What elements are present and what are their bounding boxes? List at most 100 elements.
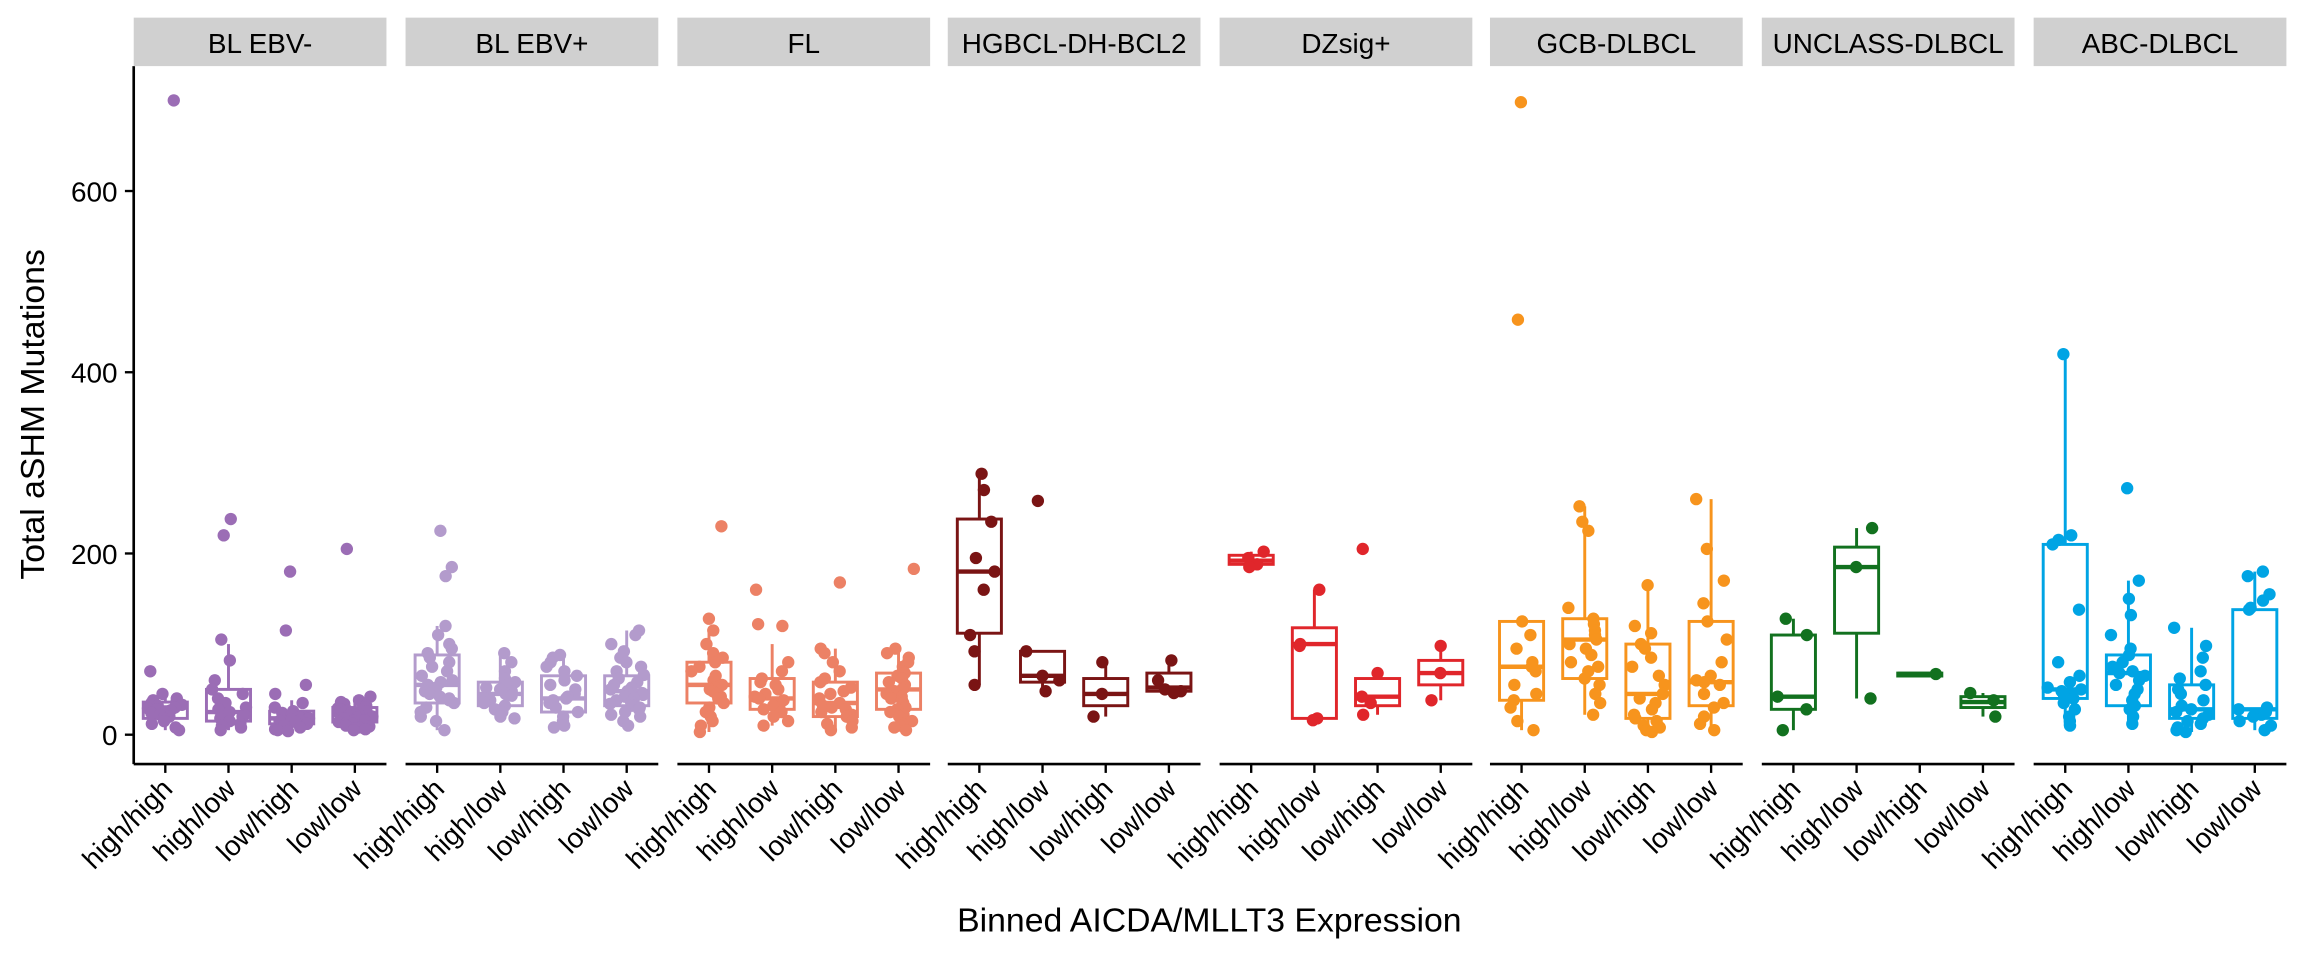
- facet-strip-label: BL EBV+: [475, 28, 588, 59]
- facet-strip: [2033, 17, 2287, 67]
- data-point: [2170, 705, 2183, 719]
- data-point: [347, 723, 360, 737]
- data-point: [1697, 687, 1711, 701]
- data-point: [605, 637, 618, 651]
- facet-strip-label: HGBCL-DH-BCL2: [962, 28, 1187, 59]
- data-point: [1167, 686, 1181, 700]
- data-point: [283, 565, 297, 578]
- y-tick-label: 0: [102, 720, 118, 751]
- data-point: [977, 483, 991, 497]
- data-point: [439, 619, 452, 633]
- data-point: [299, 678, 313, 692]
- data-point: [1508, 678, 1521, 692]
- data-point: [447, 696, 461, 710]
- data-point: [1582, 524, 1595, 537]
- data-point: [837, 685, 850, 698]
- data-point: [2124, 608, 2138, 622]
- data-point: [1989, 710, 2002, 723]
- data-point: [2232, 703, 2245, 716]
- data-point: [224, 512, 237, 526]
- data-point: [1504, 701, 1517, 714]
- data-point: [969, 551, 983, 565]
- data-point: [882, 675, 896, 689]
- data-point: [2170, 723, 2183, 737]
- y-tick-label: 600: [71, 176, 118, 207]
- data-point: [754, 675, 767, 689]
- data-point: [824, 687, 837, 701]
- data-point: [775, 665, 789, 678]
- data-point: [547, 721, 561, 734]
- box: [1019, 649, 1067, 684]
- facet-strip-label: UNCLASS-DLBCL: [1773, 28, 2004, 59]
- data-point: [833, 576, 847, 589]
- data-point: [2120, 482, 2134, 495]
- data-point: [505, 689, 518, 702]
- data-point: [1020, 645, 1033, 658]
- data-point: [1629, 712, 1642, 725]
- data-point: [2072, 603, 2086, 616]
- data-point: [2185, 703, 2198, 716]
- data-point: [2174, 687, 2188, 701]
- data-point: [359, 723, 372, 736]
- data-point: [1929, 667, 1943, 681]
- data-point: [1693, 717, 1707, 730]
- data-point: [1511, 313, 1525, 326]
- data-point: [1242, 551, 1255, 565]
- facet-strip: [405, 17, 659, 67]
- data-point: [1713, 678, 1726, 692]
- data-point: [1800, 628, 1814, 642]
- data-point: [1095, 687, 1109, 701]
- data-point: [621, 719, 635, 732]
- data-point: [271, 723, 284, 737]
- data-point: [1707, 701, 1721, 714]
- data-point: [706, 714, 719, 728]
- data-point: [781, 714, 795, 728]
- data-point: [1701, 615, 1714, 628]
- data-point: [1585, 648, 1598, 662]
- data-point: [1515, 615, 1529, 628]
- data-point: [2197, 694, 2210, 707]
- data-point: [269, 687, 282, 701]
- data-point: [1700, 542, 1714, 556]
- data-point: [700, 637, 713, 651]
- data-point: [440, 665, 454, 678]
- data-point: [1779, 612, 1792, 625]
- data-point: [1656, 687, 1669, 701]
- data-point: [1306, 714, 1320, 727]
- facet-strip-label: DZsig+: [1301, 28, 1390, 59]
- data-point: [1031, 494, 1045, 508]
- data-point: [880, 646, 894, 660]
- facet-strip: [1761, 17, 2015, 67]
- data-point: [767, 710, 780, 723]
- data-point: [508, 712, 521, 725]
- data-point: [494, 710, 507, 723]
- data-point: [2113, 666, 2126, 680]
- data-point: [1590, 633, 1603, 646]
- data-point: [1715, 656, 1728, 669]
- data-point: [1096, 656, 1109, 669]
- data-point: [815, 705, 828, 719]
- data-point: [1800, 703, 1813, 716]
- data-point: [279, 624, 293, 637]
- y-tick-label: 200: [71, 539, 118, 570]
- y-axis-title: Total aSHM Mutations: [14, 249, 52, 579]
- data-point: [1697, 597, 1710, 610]
- data-point: [1644, 627, 1658, 640]
- data-point: [1036, 669, 1049, 682]
- data-point: [2233, 714, 2246, 728]
- data-point: [2196, 651, 2209, 664]
- data-point: [845, 721, 858, 734]
- data-point: [985, 515, 998, 528]
- data-point: [2132, 574, 2145, 587]
- data-point: [1638, 642, 1652, 655]
- data-point: [1586, 708, 1600, 721]
- data-point: [156, 687, 169, 701]
- data-point: [605, 708, 618, 721]
- data-point: [1964, 686, 1977, 700]
- data-point: [445, 560, 458, 574]
- data-point: [2057, 696, 2070, 710]
